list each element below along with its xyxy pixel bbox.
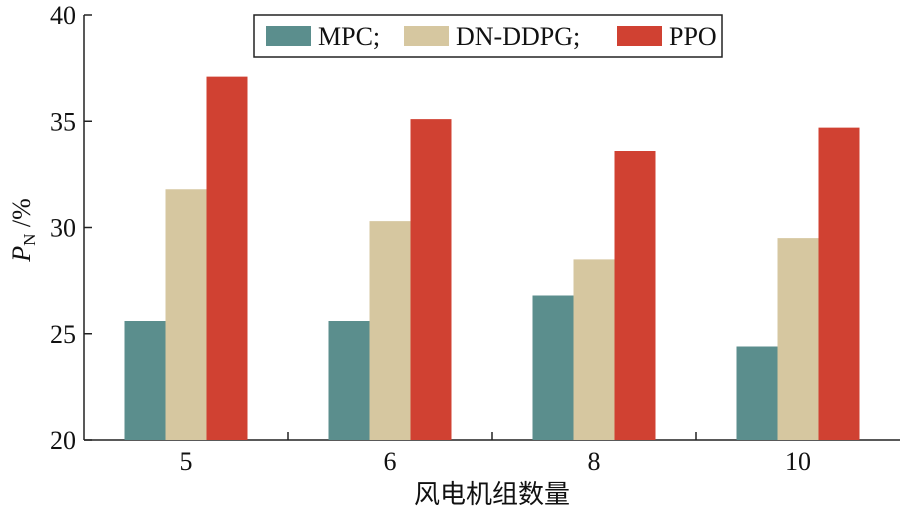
y-axis-title-suffix: /% (7, 198, 36, 233)
y-tick-label: 40 (50, 1, 76, 30)
bar-mpc-10 (736, 346, 778, 440)
legend-swatch (617, 26, 662, 46)
legend-swatch (266, 26, 311, 46)
bar-dn-ddpg-10 (777, 238, 819, 440)
y-axis-title: PN /% (7, 198, 39, 263)
y-axis-title-main: P (7, 246, 36, 263)
bar-ppo-8 (614, 151, 656, 440)
y-axis: 20 25 30 35 40 (50, 1, 92, 455)
bar-ppo-6 (410, 119, 452, 440)
x-axis-title: 风电机组数量 (414, 480, 570, 509)
y-axis-title-sub: N (20, 234, 39, 246)
bar-dn-ddpg-6 (369, 221, 411, 440)
legend-label: DN-DDPG; (456, 22, 580, 51)
bar-dn-ddpg-5 (165, 189, 207, 440)
legend: MPC; DN-DDPG; PPO (253, 14, 723, 58)
x-tick-label: 10 (785, 447, 811, 476)
bar-ppo-5 (206, 76, 248, 440)
y-tick-label: 35 (50, 107, 76, 136)
legend-label: PPO (669, 22, 717, 51)
bars (124, 76, 860, 440)
x-tick-label: 5 (180, 447, 193, 476)
bar-ppo-10 (818, 127, 860, 440)
y-tick-label: 30 (50, 214, 76, 243)
bar-mpc-5 (124, 321, 166, 440)
bar-mpc-8 (532, 295, 574, 440)
legend-label: MPC; (318, 22, 380, 51)
legend-swatch (404, 26, 449, 46)
y-tick-label: 20 (50, 426, 76, 455)
bar-mpc-6 (328, 321, 370, 440)
y-tick-label: 25 (50, 320, 76, 349)
bar-dn-ddpg-8 (573, 259, 615, 440)
x-tick-label: 8 (588, 447, 601, 476)
x-tick-label: 6 (384, 447, 397, 476)
